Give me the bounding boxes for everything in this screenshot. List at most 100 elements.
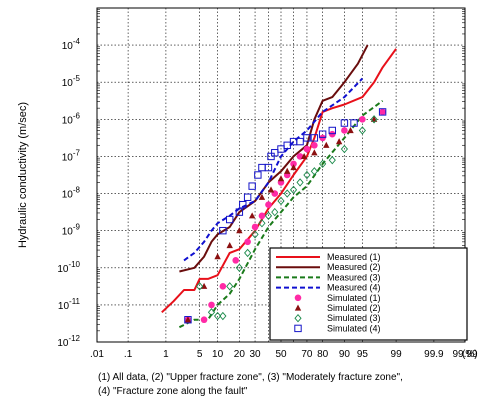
data-point [340, 144, 348, 154]
data-point [277, 196, 285, 206]
data-point [214, 311, 222, 321]
series-7 [196, 115, 378, 321]
data-point [290, 164, 297, 171]
series-6 [184, 115, 378, 323]
data-point [226, 215, 234, 224]
data-point [244, 248, 252, 258]
x-tick-label: 99.99 [452, 349, 477, 360]
legend-label: Measured (4) [327, 283, 381, 293]
data-point [226, 282, 234, 291]
data-point [235, 263, 243, 272]
data-point [379, 108, 386, 116]
data-point [251, 223, 259, 231]
x-tick-label: 20 [234, 349, 246, 360]
legend-entry: Simulated (4) [294, 323, 381, 333]
legend-swatch [294, 304, 302, 311]
x-tick-label: 50 [275, 349, 287, 360]
series-8 [184, 108, 387, 324]
legend-swatch [294, 324, 302, 333]
data-point [310, 167, 318, 176]
data-point [296, 178, 304, 187]
x-axis-unit: (%) [462, 349, 478, 360]
data-point [340, 119, 349, 127]
data-point [303, 145, 311, 153]
data-point [244, 238, 251, 246]
data-point [219, 226, 227, 235]
legend-entry: Measured (3) [276, 272, 381, 282]
data-point [239, 200, 247, 209]
data-point [310, 134, 319, 142]
data-point [289, 185, 298, 195]
data-point [251, 230, 259, 239]
data-point [358, 126, 366, 135]
data-point [311, 142, 318, 149]
data-point [226, 242, 233, 249]
legend-swatch [294, 314, 302, 323]
x-tick-label: 5 [197, 349, 203, 360]
data-point [277, 145, 285, 153]
data-point [258, 163, 266, 172]
data-point [219, 311, 227, 321]
data-point [267, 186, 275, 193]
data-point [214, 253, 221, 260]
data-point [271, 149, 279, 157]
x-tick-label: .1 [124, 349, 133, 360]
data-point [207, 308, 216, 317]
data-point [370, 115, 378, 124]
x-tick-labels: .01 .1 1 5 10 20 30 50 70 80 90 95 99 99.9 99.99(%) [90, 349, 478, 360]
y-axis-label: Hydraulic conductivity (m/sec) [17, 102, 29, 248]
data-point [264, 163, 273, 172]
data-point [200, 316, 208, 324]
data-point [378, 108, 387, 116]
legend-label: Simulated (4) [327, 323, 381, 333]
data-point [283, 141, 291, 150]
data-point [319, 159, 327, 169]
legend-label: Measured (2) [327, 262, 381, 272]
series-3 [178, 99, 384, 329]
x-tick-label: 99 [391, 349, 403, 360]
data-point [236, 227, 243, 234]
x-tick-label: 1 [163, 349, 169, 360]
data-point [300, 152, 308, 160]
y-tick-label: 10-9 [62, 223, 81, 238]
data-point [235, 208, 244, 216]
data-point [184, 316, 192, 323]
caption-line-1: (1) All data, (2) "Upper fracture zone",… [98, 372, 403, 383]
legend-entry: Measured (1) [276, 252, 381, 262]
data-point [290, 160, 297, 168]
y-tick-label: 10-12 [57, 334, 80, 349]
data-point [328, 126, 336, 135]
series-line [179, 44, 369, 273]
data-point [318, 130, 327, 138]
data-point [267, 152, 275, 161]
data-point [184, 316, 192, 324]
y-tick-label: 10-4 [62, 37, 81, 52]
y-tick-label: 10-11 [58, 297, 81, 312]
data-point [258, 212, 266, 220]
legend-entry: Simulated (2) [294, 303, 381, 313]
legend-entry: Measured (2) [276, 262, 381, 272]
legend-entry: Simulated (1) [294, 293, 381, 303]
data-point [200, 282, 208, 289]
data-point [265, 201, 272, 208]
legend-label: Measured (1) [327, 252, 381, 262]
series-1 [161, 48, 397, 314]
legend-swatch [294, 294, 302, 302]
data-point [219, 283, 227, 290]
data-point [243, 193, 252, 201]
data-point [284, 167, 291, 174]
data-point [359, 116, 366, 123]
data-point [271, 207, 279, 217]
legend-label: Measured (3) [327, 272, 381, 282]
y-tick-label: 10-8 [62, 186, 81, 201]
legend-box [269, 247, 468, 341]
x-tick-label: 70 [301, 349, 313, 360]
legend-label: Simulated (2) [327, 303, 381, 313]
caption-line-2: (4) "Fracture zone along the fault" [98, 386, 248, 397]
series-2 [179, 44, 369, 273]
data-point [264, 211, 273, 221]
data-point [319, 134, 326, 142]
x-tick-label: 95 [357, 349, 369, 360]
data-point [303, 134, 311, 142]
